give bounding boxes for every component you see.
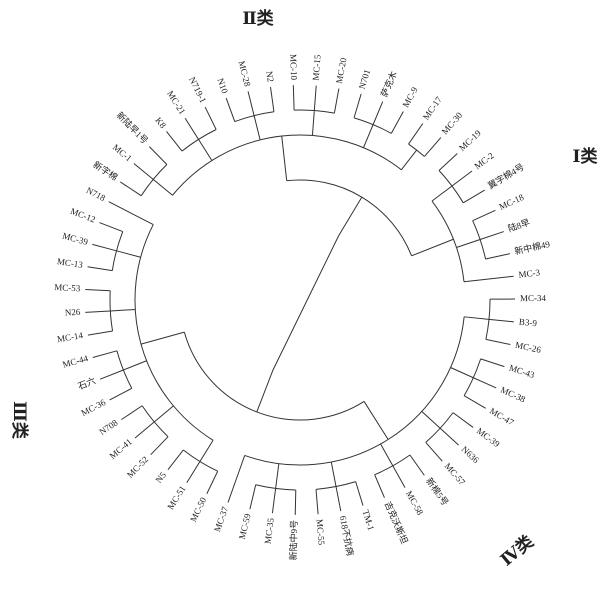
leaf-label: 新棉5号 <box>424 475 451 507</box>
leaf-label: MC-52 <box>125 454 150 480</box>
leaf-label: MC-39 <box>61 231 89 248</box>
leaf-label: N2 <box>264 70 275 82</box>
class-label: Ⅲ类 <box>10 401 30 440</box>
leaf-label: MC-30 <box>440 110 465 137</box>
leaf-label: MC-58 <box>404 489 426 517</box>
leaf-label: K8 <box>153 115 168 130</box>
leaf-label: MC-51 <box>165 484 187 511</box>
branch <box>85 201 219 494</box>
leaf-label: N708 <box>97 417 120 437</box>
leaf-label: MC-17 <box>421 94 444 121</box>
leaf-label: 新陆中9号 <box>287 520 299 561</box>
branch <box>120 85 442 197</box>
leaf-label: MC-50 <box>188 495 208 523</box>
class-label: Ⅰ类 <box>573 146 599 166</box>
leaf-label: MC-39 <box>475 426 502 450</box>
leaf-label: 新字棉 <box>91 159 120 183</box>
leaf-label: MC-44 <box>61 353 89 370</box>
leaf-label: MC-26 <box>514 340 542 355</box>
leaf-label: MC-37 <box>212 505 230 533</box>
leaf-label: MC-10 <box>288 54 299 81</box>
leaf-label: MC-18 <box>497 192 525 212</box>
leaf-label: 新陆早1号 <box>115 109 151 146</box>
leaf-label: MC-14 <box>56 330 84 344</box>
leaf-label: TM-1 <box>361 509 377 532</box>
leaf-label: MC-3 <box>518 267 541 279</box>
leaf-label: N719-1 <box>187 75 208 104</box>
leaf-label: 萨克木 <box>378 69 399 98</box>
leaf-label: MC-59 <box>237 512 253 540</box>
leaf-label: MC-38 <box>499 385 527 405</box>
leaf-label: 吉克沃斯坦 <box>383 500 411 546</box>
leaf-label: MC-43 <box>508 363 536 381</box>
leaf-label: 618不抗病 <box>338 515 356 557</box>
leaf-label: N10 <box>215 77 230 95</box>
leaf-label: MC-13 <box>56 256 84 270</box>
leaf-label: N26 <box>65 307 82 318</box>
leaf-label: MC-55 <box>314 519 326 546</box>
leaf-label: N701 <box>357 68 372 90</box>
leaf-label: MC-57 <box>443 461 468 487</box>
leaf-label: MC-35 <box>263 517 276 545</box>
leaf-label: MC-28 <box>237 60 253 88</box>
leaf-label: MC-19 <box>457 128 483 153</box>
leaf-label: N718 <box>85 185 108 203</box>
leaf-label: MC-34 <box>520 293 547 303</box>
class-label: Ⅱ类 <box>242 8 274 28</box>
class-label: Ⅳ类 <box>496 530 537 569</box>
leaf-label: 新中棉49 <box>513 238 551 257</box>
leaf-label: 石六 <box>76 375 97 392</box>
leaf-label: B3-9 <box>518 317 537 329</box>
leaf-label: MC-2 <box>472 150 495 171</box>
leaf-label: N636 <box>460 444 482 465</box>
branch <box>411 153 514 283</box>
leaf-label: MC-47 <box>488 406 516 428</box>
leaf-label: N5 <box>153 470 168 485</box>
leaf-label: MC-36 <box>79 397 107 418</box>
leaf-label: MC-21 <box>165 89 187 116</box>
branch <box>227 298 516 515</box>
leaf-label: MC-15 <box>311 54 323 81</box>
leaf-label: 陆8早 <box>506 216 531 234</box>
leaf-label: MC-53 <box>54 282 81 293</box>
leaf-label: MC-1 <box>111 142 134 163</box>
leaf-label: MC-12 <box>69 206 97 225</box>
leaf-label: MC-20 <box>334 56 349 84</box>
leaf-label: 冀字棉4号 <box>485 161 525 191</box>
leaf-label: MC-41 <box>107 437 133 461</box>
leaf-label: MC-9 <box>401 85 420 109</box>
branch <box>183 179 413 421</box>
